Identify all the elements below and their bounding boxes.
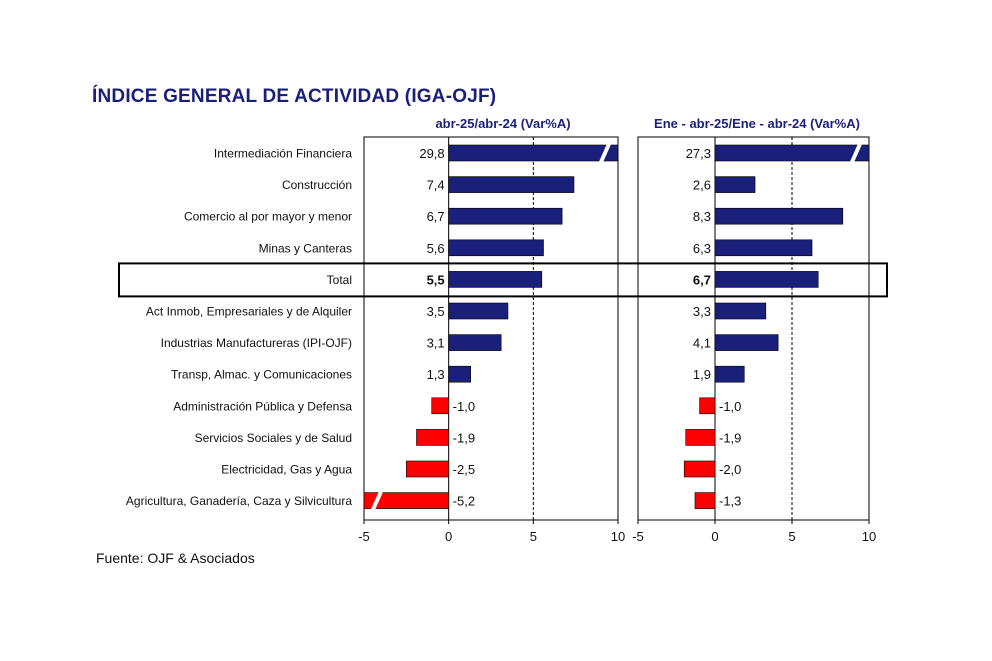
- plot-frame: [637, 136, 870, 521]
- source-note: Fuente: OJF & Asociados: [96, 550, 255, 566]
- data-label: -1,0: [719, 399, 741, 414]
- data-label: 4,1: [693, 336, 711, 351]
- bar: [448, 239, 544, 257]
- data-label: 5,5: [427, 272, 445, 287]
- data-label: 8,3: [693, 209, 711, 224]
- x-tick-label: 5: [788, 529, 795, 544]
- category-label: Comercio al por mayor y menor: [184, 210, 352, 224]
- category-label: Minas y Canteras: [259, 241, 352, 255]
- bar: [448, 144, 619, 162]
- plot-frame: [363, 136, 619, 521]
- bar: [694, 492, 716, 509]
- chart-panel-cumulative: Ene - abr-25/Ene - abr-24 (Var%A) -5 0 5 10 2…: [632, 116, 876, 544]
- bar: [714, 334, 779, 351]
- category-label: Transp, Almac. y Comunicaciones: [171, 368, 352, 382]
- data-label: -1,0: [453, 399, 475, 414]
- bar: [683, 460, 716, 478]
- bar: [448, 365, 471, 383]
- category-label: Act Inmob, Empresariales y de Alquiler: [146, 305, 352, 319]
- category-label: Construcción: [282, 178, 352, 192]
- bar: [699, 397, 716, 415]
- data-label: 6,7: [427, 209, 445, 224]
- bar: [714, 365, 745, 383]
- data-label: 7,4: [427, 178, 445, 193]
- data-label: 5,6: [427, 241, 445, 256]
- panel-title: Ene - abr-25/Ene - abr-24 (Var%A): [654, 116, 860, 131]
- bar: [685, 429, 716, 446]
- x-tick-label: -5: [358, 529, 370, 544]
- category-label: Intermediación Financiera: [214, 147, 352, 161]
- x-tick-label: 10: [862, 529, 876, 544]
- x-tick-label: 0: [711, 529, 718, 544]
- axis-break-mark: [850, 143, 862, 163]
- data-label: 6,7: [693, 272, 711, 287]
- data-label: -1,3: [719, 494, 741, 509]
- data-label: -2,0: [719, 462, 741, 477]
- bar: [714, 176, 756, 193]
- chart-title: ÍNDICE GENERAL DE ACTIVIDAD (IGA-OJF): [92, 86, 497, 107]
- bar: [714, 144, 870, 162]
- bar: [714, 302, 767, 320]
- bar: [714, 239, 813, 257]
- bar: [431, 397, 449, 415]
- bar: [363, 492, 449, 509]
- x-tick-label: 0: [445, 529, 452, 544]
- x-tick-label: 10: [611, 529, 625, 544]
- category-label: Servicios Sociales y de Salud: [195, 431, 352, 445]
- total-highlight: [118, 262, 888, 298]
- x-tick-label: 5: [530, 529, 537, 544]
- data-label: 29,8: [419, 146, 444, 161]
- data-label: -2,5: [453, 462, 475, 477]
- category-label: Administración Pública y Defensa: [173, 399, 352, 413]
- bar: [714, 207, 844, 225]
- category-labels: Intermediación Financiera Construcción Com…: [126, 147, 352, 509]
- x-tick-label: -5: [632, 529, 644, 544]
- data-label: 3,1: [427, 336, 445, 351]
- data-label: 27,3: [686, 146, 711, 161]
- panel-title: abr-25/abr-24 (Var%A): [435, 116, 570, 131]
- bar: [448, 334, 502, 351]
- data-label: -1,9: [453, 430, 475, 445]
- data-label: 2,6: [693, 178, 711, 193]
- data-label: -5,2: [453, 494, 475, 509]
- data-label: -1,9: [719, 430, 741, 445]
- bar: [448, 271, 543, 288]
- bar: [416, 429, 449, 446]
- category-label: Industrias Manufactureras (IPI-OJF): [161, 336, 352, 350]
- bar: [714, 271, 819, 288]
- chart-panel-annual: abr-25/abr-24 (Var%A) -5 0 5 10 29,8 7,4 6,7 5,6…: [358, 116, 625, 544]
- bar: [448, 176, 575, 193]
- category-label: Agricultura, Ganadería, Caza y Silvicult…: [126, 494, 352, 508]
- data-label: 6,3: [693, 241, 711, 256]
- category-label: Total: [327, 273, 352, 287]
- bar: [448, 207, 563, 225]
- data-label: 1,9: [693, 367, 711, 382]
- category-label: Electricidad, Gas y Agua: [221, 463, 352, 477]
- axis-break-mark: [371, 490, 383, 511]
- data-label: 3,3: [693, 304, 711, 319]
- bar: [406, 460, 449, 478]
- total-row-highlight-box: [118, 262, 888, 298]
- bar: [448, 302, 509, 320]
- data-label: 3,5: [427, 304, 445, 319]
- data-label: 1,3: [427, 367, 445, 382]
- axis-break-mark: [599, 143, 611, 163]
